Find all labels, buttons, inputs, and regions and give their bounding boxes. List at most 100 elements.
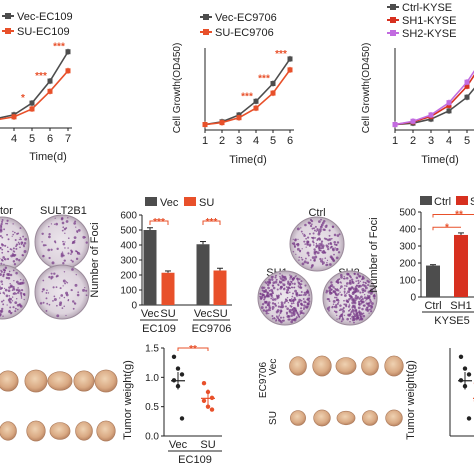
sult2b1-label: SULT2B1 xyxy=(40,205,87,217)
focus-colony xyxy=(328,300,331,303)
focus-colony xyxy=(292,277,296,280)
panel-a-plot-area: 234567******* xyxy=(0,42,72,145)
focus-colony xyxy=(41,241,43,243)
focus-colony xyxy=(289,304,292,307)
focus-colony xyxy=(11,249,13,251)
focus-colony xyxy=(339,308,343,311)
focus-colony xyxy=(0,246,1,249)
focus-colony xyxy=(373,294,376,298)
focus-colony xyxy=(340,276,343,279)
focus-colony xyxy=(17,291,20,294)
group-label: EC9706 xyxy=(192,323,232,335)
focus-colony xyxy=(21,242,23,244)
focus-colony xyxy=(17,232,20,235)
focus-colony xyxy=(0,310,2,312)
focus-colony xyxy=(298,256,301,259)
focus-colony xyxy=(4,269,6,271)
series-line xyxy=(0,70,69,120)
focus-colony xyxy=(48,232,51,236)
legend-label: SH2-KYSE xyxy=(402,28,456,40)
data-point xyxy=(287,67,293,73)
focus-colony xyxy=(0,314,2,317)
focus-colony xyxy=(292,238,294,240)
focus-colony xyxy=(4,288,8,292)
focus-colony xyxy=(294,307,297,310)
focus-colony xyxy=(368,295,371,298)
focus-colony xyxy=(332,286,335,289)
focus-colony xyxy=(362,277,364,280)
focus-colony xyxy=(268,278,272,282)
focus-colony xyxy=(285,298,288,301)
focus-colony xyxy=(305,301,307,304)
focus-colony xyxy=(320,230,322,232)
focus-colony xyxy=(329,288,333,291)
focus-colony xyxy=(63,271,66,273)
focus-colony xyxy=(367,294,369,297)
focus-colony xyxy=(367,302,369,305)
focus-colony xyxy=(281,319,284,322)
focus-colony xyxy=(63,259,66,262)
focus-colony xyxy=(60,254,64,258)
focus-colony xyxy=(319,257,322,261)
focus-colony xyxy=(361,307,364,311)
focus-colony xyxy=(291,295,294,298)
focus-colony xyxy=(301,248,303,250)
y-axis-label: Cell Growth(OD450) xyxy=(361,43,372,134)
focus-colony xyxy=(343,292,346,294)
focus-colony xyxy=(343,299,345,302)
focus-colony xyxy=(23,294,26,297)
focus-colony xyxy=(0,228,3,231)
focus-colony xyxy=(340,320,343,323)
focus-colony xyxy=(290,314,294,317)
y-tick-label: 0 xyxy=(410,293,416,304)
focus-colony xyxy=(276,316,279,319)
focus-colony xyxy=(73,236,77,240)
focus-colony xyxy=(283,301,286,304)
focus-colony xyxy=(64,247,66,249)
dish-group xyxy=(0,214,90,320)
focus-colony xyxy=(6,257,10,261)
focus-colony xyxy=(65,281,68,283)
focus-colony xyxy=(361,300,364,304)
focus-colony xyxy=(325,291,328,294)
focus-colony xyxy=(280,306,283,308)
focus-colony xyxy=(304,305,308,309)
focus-colony xyxy=(303,304,306,307)
x-tick-label: 4 xyxy=(446,135,452,147)
focus-colony xyxy=(348,281,352,285)
focus-colony xyxy=(14,301,18,305)
data-point xyxy=(29,100,35,106)
focus-colony xyxy=(287,315,291,318)
focus-colony xyxy=(279,316,283,319)
focus-colony xyxy=(9,282,11,285)
y-tick-label: 400 xyxy=(399,225,416,236)
bar1-legend: Vec SU xyxy=(145,197,214,209)
focus-colony xyxy=(314,225,317,228)
focus-colony xyxy=(323,251,326,254)
focus-colony xyxy=(8,295,11,297)
focus-colony xyxy=(54,241,57,244)
tumor xyxy=(73,370,95,392)
focus-colony xyxy=(287,318,290,321)
focus-colony xyxy=(291,282,294,285)
focus-colony xyxy=(45,291,48,294)
tumor xyxy=(24,369,48,393)
focus-colony xyxy=(12,247,15,250)
significance-marker: ** xyxy=(189,344,197,355)
focus-colony xyxy=(11,296,14,298)
focus-colony xyxy=(7,238,10,241)
focus-colony xyxy=(44,244,47,247)
focus-colony xyxy=(328,289,331,292)
focus-colony xyxy=(42,301,45,304)
focus-colony xyxy=(287,302,290,304)
focus-colony xyxy=(346,292,348,294)
panel-b-plot-area: 1 2 3 4 5 6 *** *** *** xyxy=(202,48,294,147)
focus-colony xyxy=(67,237,70,240)
focus-colony xyxy=(8,286,11,289)
focus-colony xyxy=(306,236,310,239)
focus-colony xyxy=(61,221,65,225)
x-tick-label: 5 xyxy=(270,135,276,147)
y-tick-label: 0 xyxy=(131,301,137,312)
focus-colony xyxy=(264,310,267,313)
legend-entry-ctrl-kyse: Ctrl-KYSE xyxy=(387,2,452,14)
